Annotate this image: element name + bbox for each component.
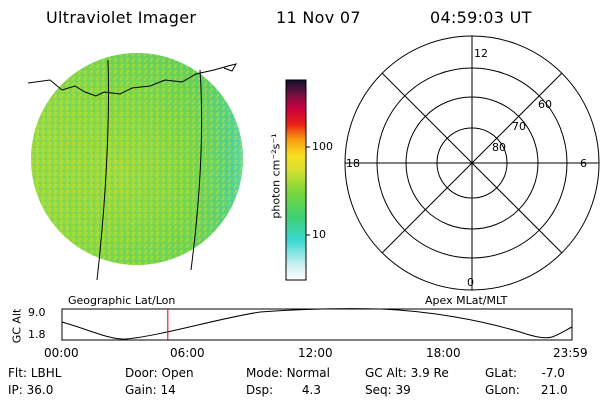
timeline-left-caption: Geographic Lat/Lon: [68, 294, 176, 307]
timeline-ytick-max: 9.0: [28, 306, 46, 319]
timeline-ylabel: GC Alt: [10, 308, 24, 344]
instrument-title: Ultraviolet Imager: [46, 8, 197, 27]
status-ip: IP: 36.0: [8, 383, 54, 397]
status-gc-alt: GC Alt: 3.9 Re: [365, 366, 449, 380]
polar-lat-80: 80: [492, 141, 506, 154]
polar-lat-70: 70: [512, 120, 526, 133]
polar-label-18: 18: [346, 157, 360, 170]
polar-label-0: 0: [467, 276, 474, 289]
polar-label-12: 12: [474, 47, 488, 60]
status-glat: GLat: -7.0: [485, 366, 565, 380]
polar-label-6: 6: [580, 157, 587, 170]
status-gain: Gain: 14: [125, 383, 176, 397]
status-glon: GLon: 21.0: [485, 383, 568, 397]
status-mode: Mode: Normal: [246, 366, 330, 380]
timeline-right-caption: Apex MLat/MLT: [425, 294, 508, 307]
date-label: 11 Nov 07: [276, 8, 361, 27]
timeline-ytick-min: 1.8: [28, 328, 46, 341]
status-flt: Flt: LBHL: [8, 366, 62, 380]
polar-lat-60: 60: [538, 98, 552, 111]
timeline-xtick-0: 00:00: [44, 346, 79, 360]
status-dsp: Dsp: 4.3: [246, 383, 321, 397]
colorbar-tick-100: 100: [312, 140, 333, 153]
timeline-xtick-3: 18:00: [426, 346, 461, 360]
status-door: Door: Open: [125, 366, 194, 380]
timeline-xtick-4: 23:59: [553, 346, 588, 360]
colorbar-unit-label: photon cm⁻²s⁻¹: [269, 133, 283, 219]
time-label: 04:59:03 UT: [430, 8, 532, 27]
colorbar-tick-10: 10: [312, 228, 326, 241]
altitude-curve: [61, 308, 573, 340]
status-seq: Seq: 39: [365, 383, 411, 397]
timeline-xtick-2: 12:00: [298, 346, 333, 360]
timeline-xtick-1: 06:00: [170, 346, 205, 360]
